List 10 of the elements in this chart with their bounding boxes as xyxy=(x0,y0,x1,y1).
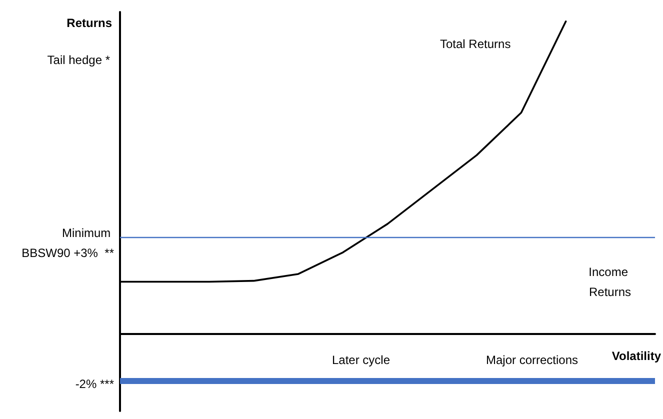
text: Later cycle xyxy=(332,353,390,367)
annotation: Total Returns xyxy=(440,37,511,51)
text: Tail hedge * xyxy=(47,53,110,67)
x-axis-title: Volatility xyxy=(612,349,662,363)
text: Income xyxy=(588,265,628,279)
text: Major corrections xyxy=(486,353,578,367)
text: -2% *** xyxy=(75,377,114,392)
y-axis-title: Returns xyxy=(588,285,632,299)
text: Returns xyxy=(66,16,112,30)
text: Minimum BBSW90 +3% ** xyxy=(22,226,114,260)
